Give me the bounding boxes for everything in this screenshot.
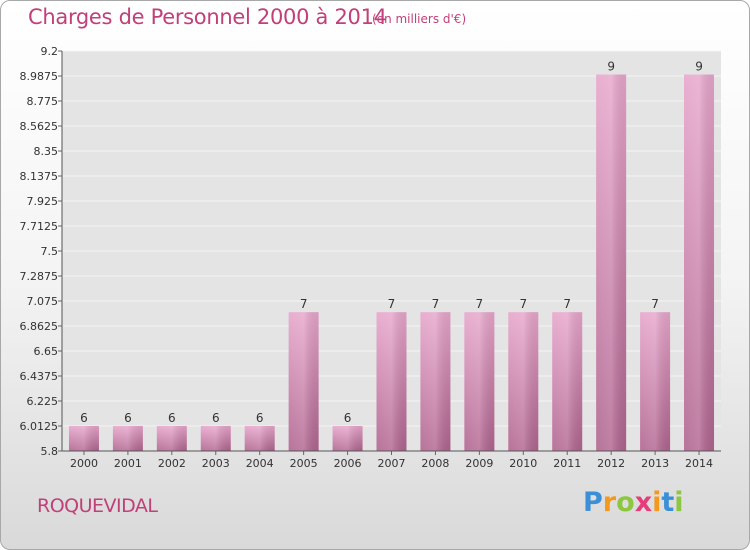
bar-highlight <box>332 426 363 451</box>
data-label: 7 <box>432 297 440 311</box>
x-tick-label: 2010 <box>509 457 537 470</box>
data-label: 7 <box>651 297 659 311</box>
bar-highlight <box>112 426 143 451</box>
bar-highlight <box>552 312 583 451</box>
x-tick-label: 2012 <box>597 457 625 470</box>
data-label: 9 <box>607 60 615 74</box>
bar-highlight <box>288 312 319 451</box>
bar-highlight <box>156 426 187 451</box>
data-label: 7 <box>300 297 308 311</box>
data-label: 6 <box>124 411 132 425</box>
chart-title: Charges de Personnel 2000 à 2014 <box>28 5 387 29</box>
bar-highlight <box>420 312 451 451</box>
logo-letter: r <box>602 487 617 518</box>
data-label: 7 <box>563 297 571 311</box>
y-tick-label: 8.5625 <box>20 120 59 133</box>
logo-letter: i <box>652 487 662 518</box>
bar-highlight <box>244 426 275 451</box>
bar-highlight <box>464 312 495 451</box>
proxiti-logo: Proxiti <box>583 487 684 518</box>
y-tick-label: 8.35 <box>34 145 59 158</box>
x-tick-label: 2005 <box>290 457 318 470</box>
y-tick-label: 7.2875 <box>20 270 59 283</box>
data-label: 6 <box>256 411 264 425</box>
chart-subtitle: (en milliers d'€) <box>372 12 467 26</box>
y-tick-label: 7.5 <box>41 245 59 258</box>
logo-letter: i <box>674 487 684 518</box>
data-label: 6 <box>168 411 176 425</box>
x-tick-label: 2003 <box>202 457 230 470</box>
bar-highlight <box>684 74 715 451</box>
y-tick-label: 7.075 <box>27 295 59 308</box>
x-tick-label: 2011 <box>553 457 581 470</box>
x-tick-label: 2006 <box>334 457 362 470</box>
x-tick-label: 2000 <box>70 457 98 470</box>
x-tick-label: 2004 <box>246 457 274 470</box>
y-tick-label: 7.925 <box>27 195 59 208</box>
data-label: 7 <box>388 297 396 311</box>
logo-letter: o <box>616 487 635 518</box>
y-tick-label: 9.2 <box>41 45 59 58</box>
bar-highlight <box>68 426 99 451</box>
data-label: 7 <box>519 297 527 311</box>
bar-highlight <box>640 312 671 451</box>
y-tick-label: 8.775 <box>27 95 59 108</box>
y-tick-label: 7.7125 <box>20 220 59 233</box>
y-tick-label: 6.225 <box>27 395 59 408</box>
bars: 6 6 6 6 6 7 6 7 7 7 7 7 9 7 9 <box>68 60 715 451</box>
x-tick-label: 2013 <box>641 457 669 470</box>
x-tick-label: 2001 <box>114 457 142 470</box>
bar-highlight <box>508 312 539 451</box>
y-tick-label: 5.8 <box>41 445 59 458</box>
x-tick-label: 2007 <box>378 457 406 470</box>
bar-highlight <box>376 312 407 451</box>
data-label: 6 <box>212 411 220 425</box>
x-tick-label: 2014 <box>685 457 713 470</box>
logo-letter: t <box>661 487 675 518</box>
bar-highlight <box>200 426 231 451</box>
y-tick-label: 6.0125 <box>20 420 59 433</box>
x-tick-label: 2008 <box>421 457 449 470</box>
logo-letter: P <box>583 487 603 518</box>
data-label: 9 <box>695 60 703 74</box>
y-tick-label: 6.4375 <box>20 370 59 383</box>
axes: 5.8 6.0125 6.225 6.4375 6.65 6.8625 7.075 7.287… <box>20 45 721 470</box>
x-tick-label: 2002 <box>158 457 186 470</box>
y-tick-label: 6.65 <box>34 345 59 358</box>
y-tick-label: 8.1375 <box>20 170 59 183</box>
data-label: 6 <box>80 411 88 425</box>
data-label: 7 <box>476 297 484 311</box>
bar-highlight <box>596 74 627 451</box>
town-name: ROQUEVIDAL <box>37 495 158 517</box>
x-tick-label: 2009 <box>465 457 493 470</box>
data-label: 6 <box>344 411 352 425</box>
logo-letter: x <box>634 487 653 518</box>
y-tick-label: 8.9875 <box>20 70 59 83</box>
y-tick-label: 6.8625 <box>20 320 59 333</box>
